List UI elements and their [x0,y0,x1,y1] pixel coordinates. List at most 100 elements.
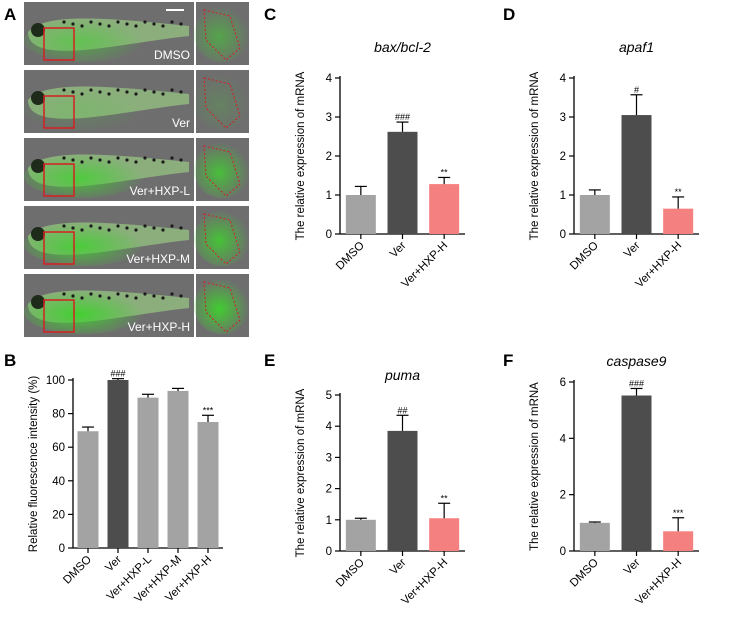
roi-box [43,27,75,61]
roi-box [43,163,75,197]
significance-label: # [634,85,639,95]
y-tick-label: 0 [326,546,332,558]
bar [663,531,694,551]
bar [167,390,189,548]
fluorescence-glow [24,222,144,266]
pigment-dot [80,92,84,96]
roi-box [43,299,75,333]
pigment-dot [98,22,102,26]
chart-title: bax/bcl-2 [374,39,431,55]
significance-label: ### [629,378,644,388]
larva-eye [31,227,45,241]
pigment-dot [134,160,138,164]
zoom-roi-outline [203,213,241,265]
y-tick-label: 0 [59,543,65,555]
larva-eye [31,91,45,105]
bar [621,395,652,551]
x-tick-label: Ver [388,240,409,261]
image-row: Ver [24,70,250,133]
y-axis-label: The relative expression of mRNA [529,71,541,240]
zoom-fluorescence [194,6,250,62]
pigment-dot [98,294,102,298]
pigment-dot [71,226,75,230]
zoom-fluorescence [194,74,250,130]
x-tick-label: DMSO [334,240,367,273]
image-row-label: Ver+HXP-M [126,252,190,266]
y-tick-label: 80 [52,409,65,421]
pigment-dot [152,90,156,94]
pigment-dot [134,92,138,96]
significance-label: ** [441,167,449,177]
pigment-dot [116,20,120,24]
y-tick-label: 2 [326,484,332,496]
bar [137,397,159,548]
pigment-dot [134,228,138,232]
significance-label: ## [397,405,407,415]
panel-letter: E [264,351,275,370]
x-tick-label: Ver [103,554,124,575]
pigment-dot [62,156,66,160]
bar [345,519,376,551]
significance-label: *** [673,508,684,518]
y-tick-label: 4 [560,73,567,85]
y-tick-label: 3 [326,112,332,124]
bar [429,518,460,551]
image-row: Ver+HXP-L [24,138,250,201]
y-tick-label: 1 [326,515,332,527]
zoom-roi-outline [203,281,241,333]
significance-label: ** [675,187,683,197]
pigment-dot [134,296,138,300]
bar [345,195,376,234]
image-row-label: Ver+HXP-L [130,184,191,198]
pigment-dot [116,156,120,160]
pigment-dot [80,160,84,164]
y-axis-label: Relative fluorescence intensity (%) [28,376,40,553]
y-tick-label: 4 [326,421,333,433]
y-tick-label: 0 [326,229,332,241]
x-tick-label: Ver [622,240,643,261]
fluorescence-glow [24,18,144,62]
pigment-dot [89,224,93,228]
bar [621,115,652,234]
pigment-dot [71,158,75,162]
pigment-dot [80,228,84,232]
y-tick-label: 2 [326,151,332,163]
pigment-dot [80,24,84,28]
panel-letter: B [4,351,16,370]
pigment-dot [170,292,174,296]
zoom-roi-outline [203,145,241,197]
bar [197,422,219,548]
x-tick-label: Ver [622,557,643,578]
pigment-dot [161,92,165,96]
pigment-dot [125,90,129,94]
pigment-dot [170,156,174,160]
pigment-dot [179,226,183,230]
pigment-dot [80,296,84,300]
zoom-roi-outline [203,77,241,129]
larva-eye [31,295,45,309]
fluorescence-glow [24,154,144,198]
pigment-dot [143,20,147,24]
pigment-dot [125,226,129,230]
pigment-dot [71,294,75,298]
pigment-dot [62,20,66,24]
bar [663,208,694,234]
y-axis-label: The relative expression of mRNA [295,71,307,240]
y-tick-label: 2 [560,490,566,502]
y-tick-label: 6 [560,377,566,389]
y-tick-label: 4 [326,73,333,85]
pigment-dot [62,88,66,92]
y-axis-label: The relative expression of mRNA [529,382,541,551]
pigment-dot [116,88,120,92]
pigment-dot [71,90,75,94]
y-tick-label: 3 [326,452,332,464]
zoom-fluorescence [194,210,250,266]
y-tick-label: 4 [560,433,567,445]
pigment-dot [152,22,156,26]
y-tick-label: 0 [560,546,566,558]
pigment-dot [125,158,129,162]
y-tick-label: 1 [326,190,332,202]
